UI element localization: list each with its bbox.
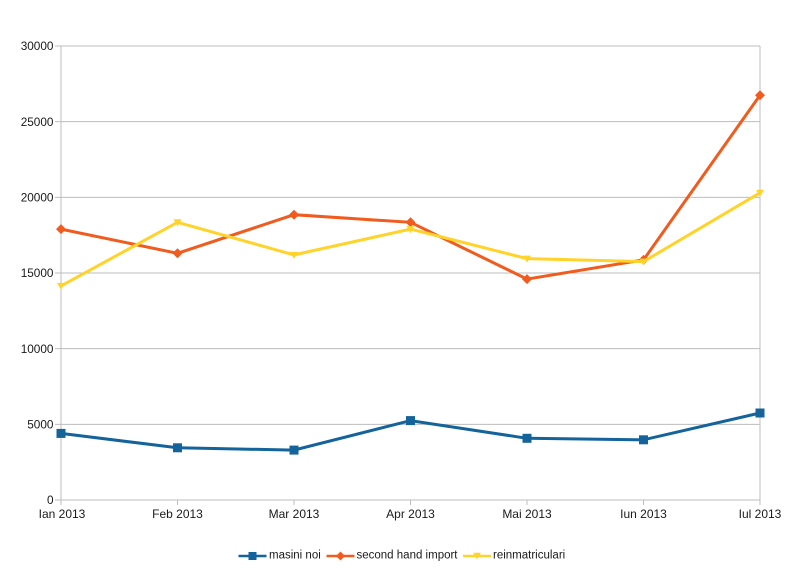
- svg-text:5000: 5000: [27, 418, 54, 432]
- svg-text:15000: 15000: [21, 266, 54, 280]
- svg-text:10000: 10000: [21, 342, 54, 356]
- svg-text:masini noi: masini noi: [269, 550, 321, 562]
- svg-text:0: 0: [47, 493, 54, 507]
- svg-text:Apr 2013: Apr 2013: [386, 507, 435, 521]
- svg-text:Ian 2013: Ian 2013: [39, 507, 86, 521]
- svg-text:Mar 2013: Mar 2013: [269, 507, 320, 521]
- svg-text:20000: 20000: [21, 191, 54, 205]
- svg-text:Iun 2013: Iun 2013: [620, 507, 667, 521]
- svg-text:25000: 25000: [21, 115, 54, 129]
- svg-text:reinmatriculari: reinmatriculari: [493, 550, 565, 562]
- svg-text:Mai 2013: Mai 2013: [502, 507, 552, 521]
- svg-text:30000: 30000: [21, 39, 54, 53]
- svg-text:Iul 2013: Iul 2013: [739, 507, 782, 521]
- svg-text:second hand import: second hand import: [357, 550, 459, 562]
- svg-text:Feb 2013: Feb 2013: [152, 507, 203, 521]
